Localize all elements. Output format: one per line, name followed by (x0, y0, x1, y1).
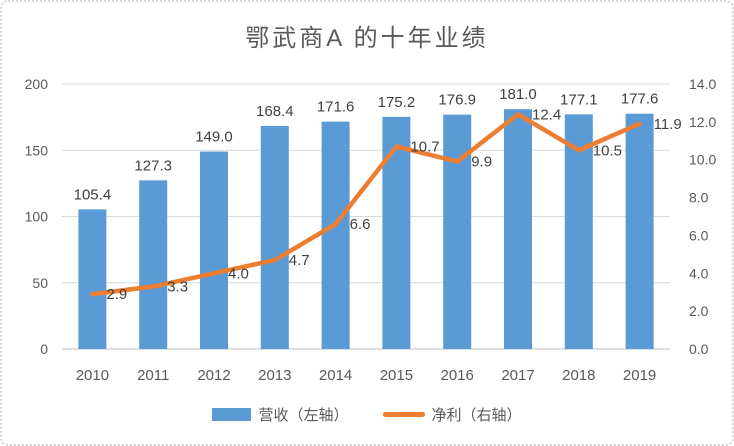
line-label-2015: 10.7 (410, 138, 439, 155)
bar-label-2015: 175.2 (378, 94, 416, 111)
bar-2014 (321, 121, 350, 349)
legend: 营收（左轴） 净利（右轴） (2, 404, 732, 425)
line-label-2012: 4.0 (228, 265, 249, 282)
bar-2018 (564, 114, 593, 349)
left-axis-tick: 0 (40, 341, 48, 357)
profit-line-swatch (382, 412, 425, 417)
right-axis-tick: 4.0 (689, 265, 709, 281)
bar-label-2010: 105.4 (74, 186, 112, 203)
bar-label-2019: 177.6 (621, 91, 659, 108)
bar-2015 (382, 116, 411, 349)
bar-2013 (260, 125, 289, 350)
revenue-bar-swatch (212, 408, 252, 421)
bar-label-2014: 171.6 (317, 99, 355, 116)
x-axis-label-2017: 2017 (501, 367, 534, 384)
bar-label-2011: 127.3 (134, 157, 172, 174)
line-label-2019: 11.9 (654, 116, 682, 133)
left-axis-tick: 150 (25, 142, 49, 158)
x-axis-label-2018: 2018 (562, 367, 595, 384)
right-axis-tick: 6.0 (689, 227, 709, 243)
line-label-2010: 2.9 (106, 286, 127, 303)
bar-2010 (78, 209, 107, 349)
x-axis-label-2016: 2016 (441, 367, 474, 384)
bar-2017 (504, 109, 532, 349)
profit-line (90, 112, 642, 297)
line-label-2017: 12.4 (532, 106, 561, 123)
line-label-2011: 3.3 (167, 279, 188, 296)
bar-label-2013: 168.4 (256, 103, 294, 120)
chart-title: 鄂武商A 的十年业绩 (245, 25, 489, 52)
line-label-2014: 6.6 (350, 216, 371, 233)
legend-item-revenue: 营收（左轴） (212, 404, 349, 425)
x-axis-label-2011: 2011 (137, 367, 169, 384)
x-axis-label-2013: 2013 (258, 367, 291, 384)
legend-label-revenue: 营收（左轴） (258, 407, 349, 424)
left-axis-tick: 100 (25, 209, 49, 225)
x-axis-label-2014: 2014 (319, 367, 352, 384)
right-axis-tick: 0.0 (689, 341, 709, 357)
x-axis-label-2010: 2010 (76, 367, 109, 384)
bar-2012 (200, 151, 228, 349)
legend-item-profit: 净利（右轴） (382, 404, 522, 425)
bar-label-2016: 176.9 (438, 92, 476, 109)
line-label-2016: 9.9 (471, 154, 492, 171)
right-axis-tick: 10.0 (689, 152, 716, 168)
left-axis-tick: 200 (25, 76, 49, 92)
left-axis-tick: 50 (32, 275, 48, 291)
right-axis-tick: 2.0 (689, 303, 709, 319)
bar-label-2012: 149.0 (195, 129, 233, 146)
x-axis-label-2012: 2012 (197, 367, 230, 384)
bar-2016 (443, 114, 472, 349)
right-axis-tick: 8.0 (689, 190, 709, 206)
bar-label-2017: 181.0 (499, 86, 537, 103)
right-axis-tick: 14.0 (689, 76, 716, 92)
bar-label-2018: 177.1 (560, 91, 598, 108)
bar-2019 (625, 113, 654, 350)
legend-label-profit: 净利（右轴） (431, 407, 522, 424)
line-label-2013: 4.7 (289, 252, 310, 269)
right-axis-tick: 12.0 (689, 114, 716, 130)
x-axis-label-2019: 2019 (623, 367, 656, 384)
line-label-2018: 10.5 (593, 142, 622, 159)
x-axis-label-2015: 2015 (380, 367, 413, 384)
bar-2011 (139, 180, 168, 349)
